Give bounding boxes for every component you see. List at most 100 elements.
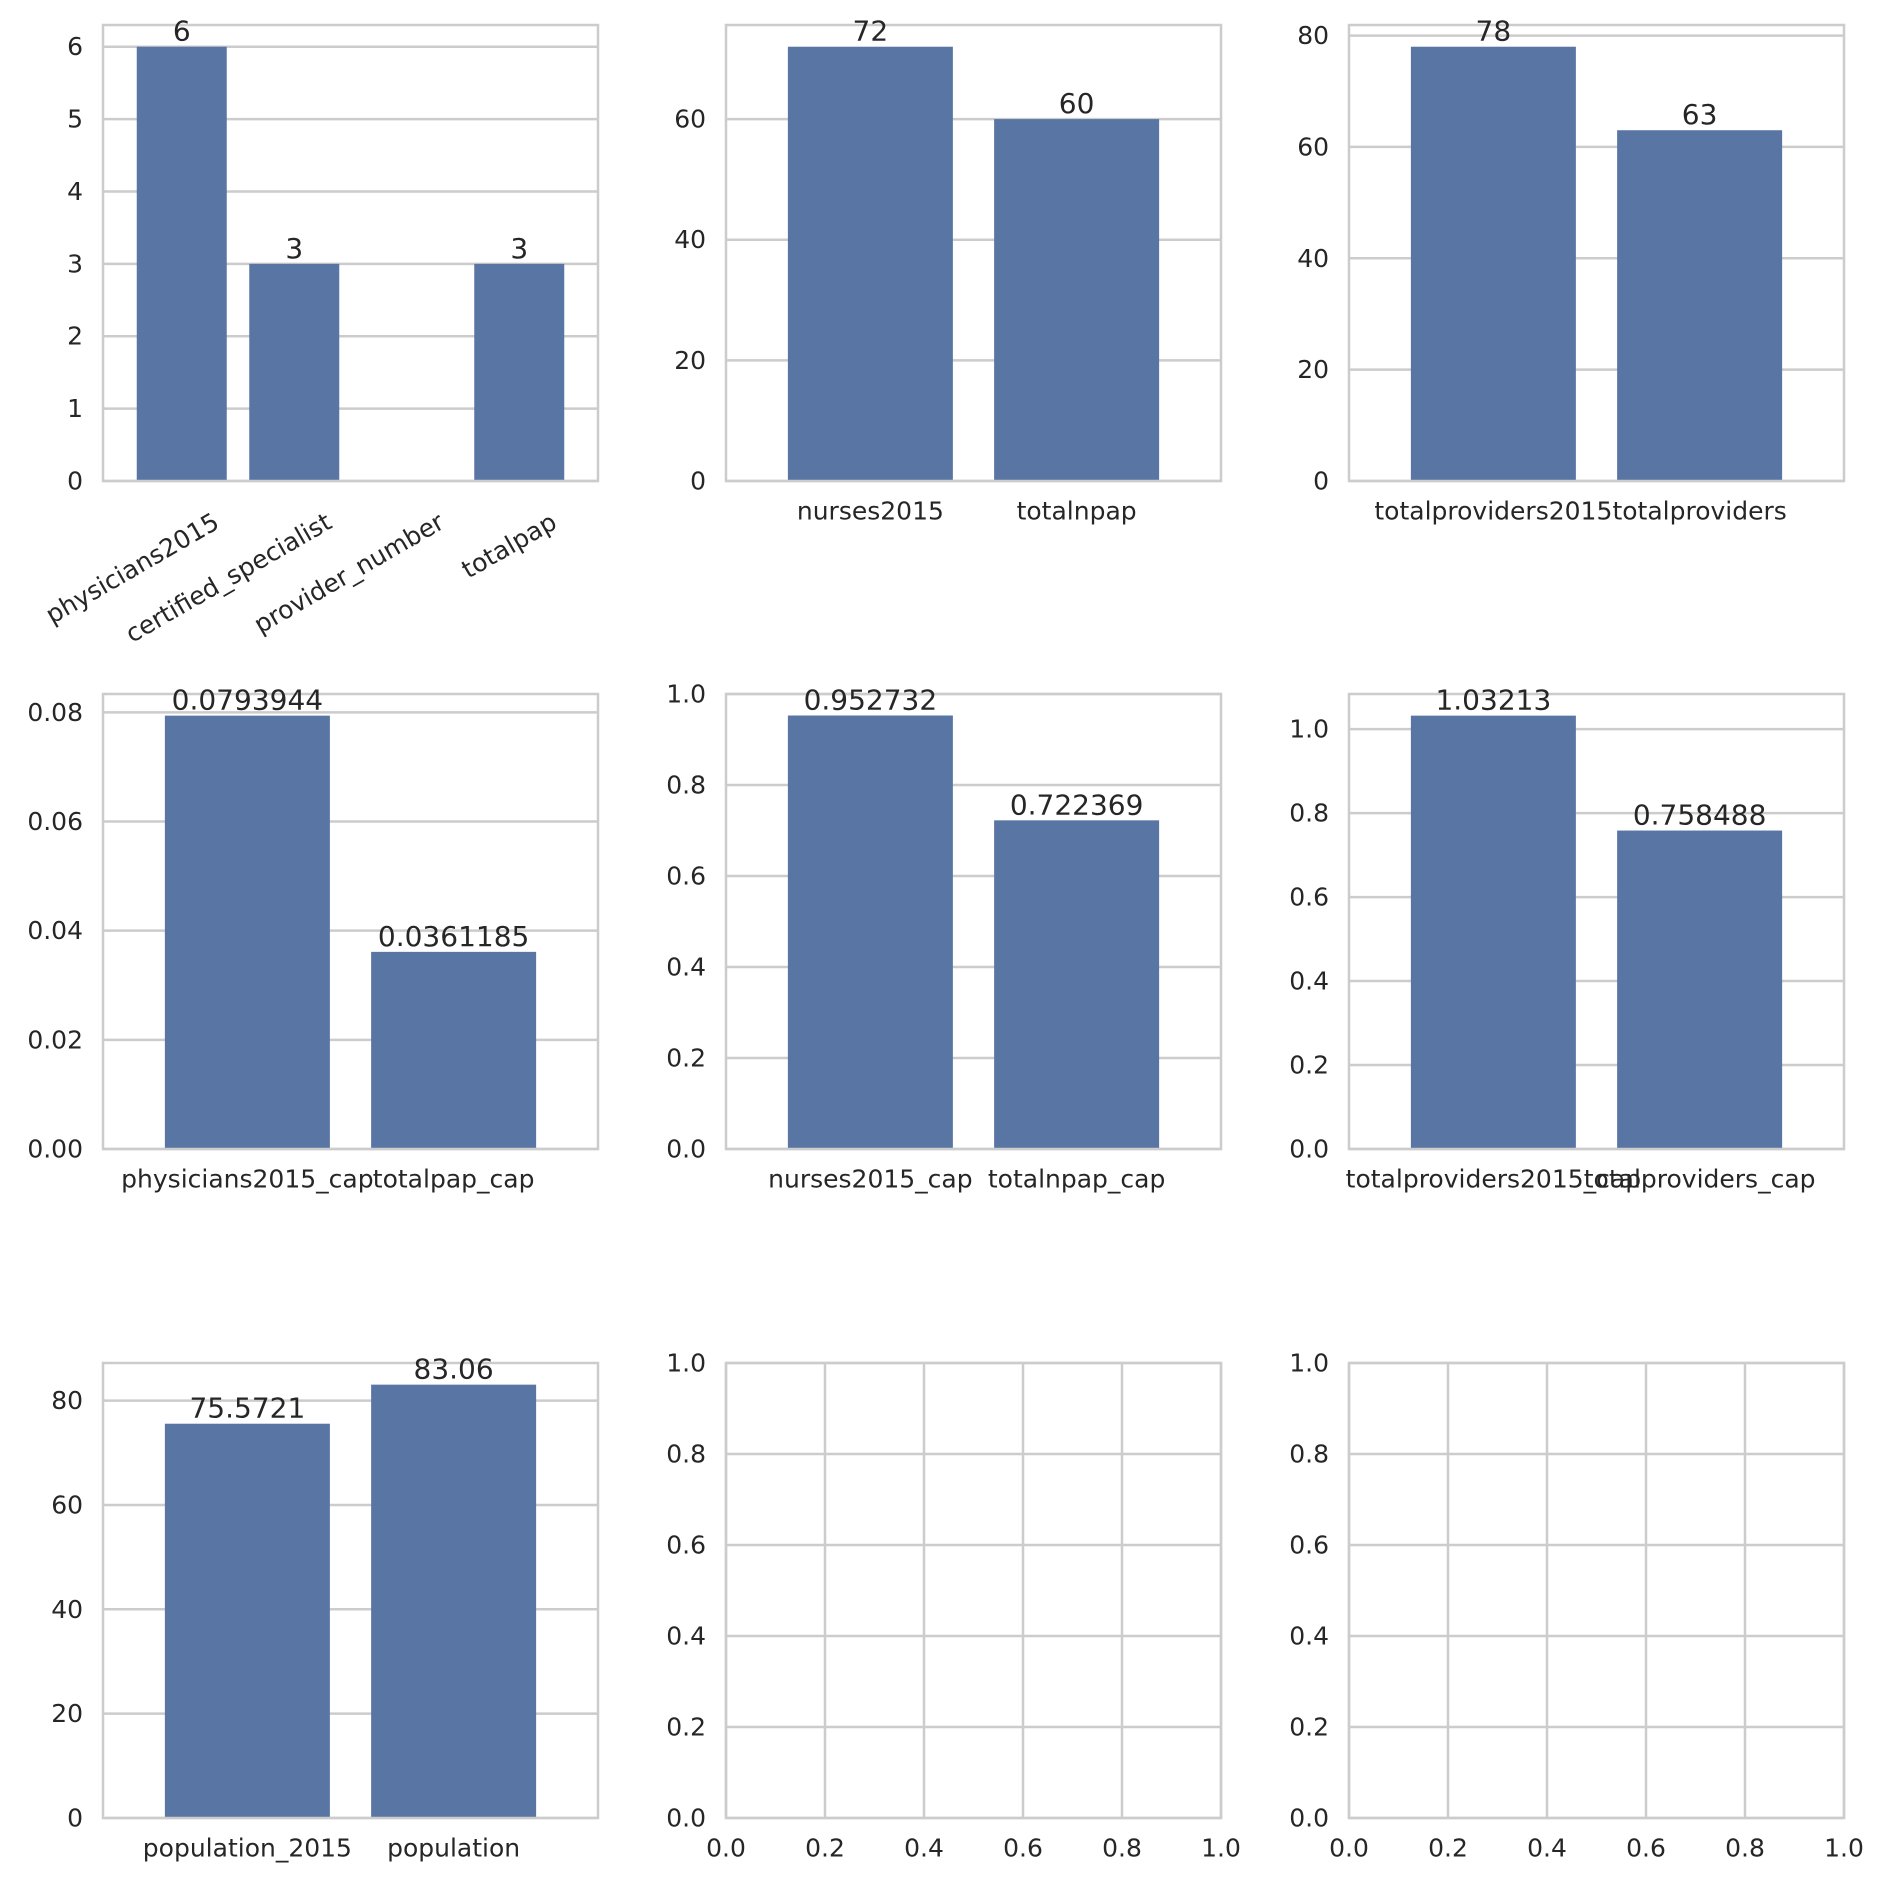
y-tick-label: 20	[51, 1699, 83, 1728]
x-tick-label: physicians2015_cap	[121, 1164, 373, 1193]
subplot-4: 0.0793944 0.0361185 0.00 0.02 0.04 0.06 0.08 ph…	[27, 684, 600, 1193]
axes-frame	[1347, 23, 1846, 483]
y-tick-label: 0.8	[1289, 1440, 1329, 1469]
axes-frame	[724, 692, 1223, 1151]
y-tick-label: 0.2	[1289, 1713, 1329, 1742]
bar-totalproviders2015	[1410, 46, 1576, 481]
x-tick-label: totalpap	[457, 507, 562, 584]
bar-totalproviders	[1617, 130, 1783, 481]
y-tick-label: 20	[1297, 355, 1329, 384]
bar-physicians2015	[136, 46, 227, 481]
axes-frame	[101, 692, 600, 1151]
y-tick-label: 0.06	[27, 807, 83, 836]
y-tick-label: 60	[51, 1490, 83, 1519]
y-tick-label: 0.6	[666, 1531, 706, 1560]
bar-totalnpap	[994, 119, 1160, 481]
y-tick-label: 0.0	[1289, 1804, 1329, 1833]
y-tick-label: 1	[67, 394, 83, 423]
x-tick-label: 0.4	[1527, 1833, 1567, 1862]
y-tick-label: 0.6	[1289, 883, 1329, 912]
y-tick-label: 3	[67, 249, 83, 278]
y-tick-label: 1.0	[666, 680, 706, 709]
axes-frame	[724, 23, 1223, 483]
bar-nurses2015	[787, 46, 953, 481]
subplot-5: 0.952732 0.722369 0.0 0.2 0.4 0.6 0.8 1.0 nurses…	[666, 680, 1223, 1193]
y-tick-label: 60	[1297, 132, 1329, 161]
bar-nurses2015_cap	[787, 715, 953, 1149]
subplot-3: 78 63 0 20 40 60 80 totalproviders2015 totalprov…	[1297, 15, 1846, 525]
y-tick-label: 0.0	[666, 1804, 706, 1833]
data-label: 3	[510, 232, 528, 265]
data-label: 1.03213	[1435, 684, 1551, 717]
subplot-9: 0.0 0.2 0.4 0.6 0.8 1.0 0.0 0.2 0.4 0.6 0.8 1.0	[1289, 1349, 1864, 1863]
x-tick-label: 0.6	[1626, 1833, 1666, 1862]
y-tick-label: 0.04	[27, 916, 83, 945]
x-tick-label: 0.8	[1725, 1833, 1765, 1862]
x-tick-label: totalproviders2015	[1374, 496, 1612, 525]
y-tick-label: 1.0	[666, 1349, 706, 1378]
y-tick-label: 6	[67, 32, 83, 61]
x-tick-label: 0.2	[1428, 1833, 1468, 1862]
bar-population	[371, 1384, 537, 1818]
y-tick-label: 80	[1297, 21, 1329, 50]
data-label: 0.952732	[804, 684, 938, 717]
y-tick-label: 0.0	[1289, 1135, 1329, 1164]
data-label: 78	[1476, 15, 1512, 48]
bar-totalpap_cap	[371, 951, 537, 1149]
x-tick-label: population	[387, 1833, 520, 1862]
x-tick-label: nurses2015_cap	[768, 1164, 972, 1193]
axes-frame	[101, 1361, 600, 1820]
y-tick-label: 20	[674, 346, 706, 375]
y-tick-label: 0.00	[27, 1135, 83, 1164]
x-tick-label: 0.6	[1003, 1833, 1043, 1862]
y-tick-label: 0.2	[1289, 1051, 1329, 1080]
subplot-8: 0.0 0.2 0.4 0.6 0.8 1.0 0.0 0.2 0.4 0.6 0.8 1.0	[666, 1349, 1241, 1863]
data-label: 83.06	[414, 1353, 494, 1386]
y-tick-label: 0.8	[666, 1440, 706, 1469]
subplot-7: 75.5721 83.06 0 20 40 60 80 population_2015 popu…	[51, 1353, 600, 1862]
x-tick-label: totalproviders2015_cap	[1346, 1164, 1641, 1193]
x-tick-label: 1.0	[1824, 1833, 1864, 1862]
y-tick-label: 2	[67, 322, 83, 351]
bar-totalnpap_cap	[994, 820, 1160, 1149]
y-tick-label: 0.6	[1289, 1531, 1329, 1560]
data-label: 0.0793944	[172, 684, 323, 717]
y-tick-label: 0.0	[666, 1135, 706, 1164]
y-tick-label: 0	[690, 467, 706, 496]
axes-frame	[101, 23, 600, 483]
axes-frame	[1347, 692, 1846, 1151]
x-tick-label: 0.0	[1329, 1833, 1369, 1862]
y-tick-label: 0.2	[666, 1713, 706, 1742]
y-tick-label: 1.0	[1289, 715, 1329, 744]
data-label: 72	[853, 15, 889, 48]
bar-totalpap	[474, 263, 565, 481]
x-tick-label: totalproviders_cap	[1584, 1164, 1816, 1193]
y-tick-label: 0	[67, 1804, 83, 1833]
data-label: 60	[1059, 87, 1095, 120]
y-tick-label: 0.8	[1289, 799, 1329, 828]
y-tick-label: 40	[674, 225, 706, 254]
data-label: 0.758488	[1633, 799, 1767, 832]
data-label: 75.5721	[189, 1392, 305, 1425]
subplot-6: 1.03213 0.758488 0.0 0.2 0.4 0.6 0.8 1.0 totalpr…	[1289, 684, 1846, 1193]
y-tick-label: 0.6	[666, 862, 706, 891]
y-tick-label: 0.4	[666, 1622, 706, 1651]
x-tick-label: population_2015	[143, 1833, 352, 1862]
subplot-2: 72 60 0 20 40 60 nurses2015 totalnpap	[674, 15, 1223, 525]
x-tick-label: totalproviders	[1612, 496, 1786, 525]
bar-population_2015	[164, 1423, 330, 1818]
subplot-1: 63 30123456physicians2015certified_specia…	[41, 15, 600, 648]
y-tick-label: 0.02	[27, 1025, 83, 1054]
y-tick-label: 0.8	[666, 771, 706, 800]
x-tick-label: provider_number	[249, 507, 450, 640]
x-tick-label: 0.4	[904, 1833, 944, 1862]
y-tick-label: 0.4	[1289, 967, 1329, 996]
bar-certified_specialist	[249, 263, 340, 481]
y-tick-label: 0	[67, 467, 83, 496]
x-tick-label: nurses2015	[797, 496, 944, 525]
data-label: 3	[285, 232, 303, 265]
x-tick-label: 0.0	[706, 1833, 746, 1862]
axes-frame	[1347, 1361, 1846, 1820]
y-tick-label: 40	[51, 1595, 83, 1624]
